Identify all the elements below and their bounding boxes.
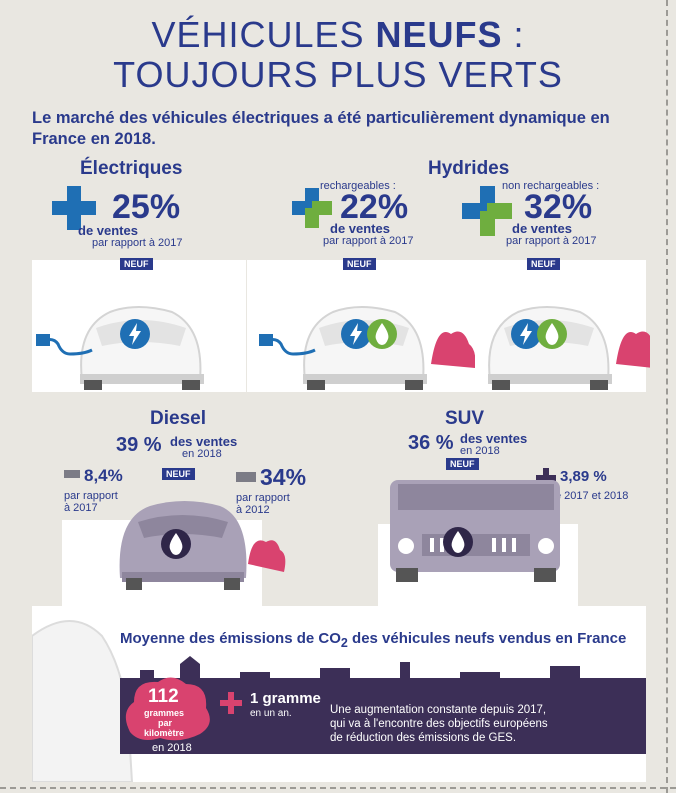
- electric-value: 25%: [112, 188, 181, 226]
- hybrid-nonrechargeable-note: par rapport à 2017: [506, 235, 597, 247]
- suv-share: 36 %: [408, 432, 454, 454]
- electric-note: par rapport à 2017: [92, 237, 183, 249]
- emissions-value: 112: [148, 686, 179, 707]
- hybrid-rechargeable-note: par rapport à 2017: [323, 235, 414, 247]
- title-part: VÉHICULES: [151, 14, 376, 55]
- page-title-line2: TOUJOURS PLUS VERTS: [113, 54, 563, 95]
- emissions-increase: 1 gramme: [250, 690, 321, 707]
- lightning-icon: [511, 319, 541, 349]
- hybrid-rechargeable-label: rechargeables :: [320, 180, 396, 192]
- diesel-left-note1: par rapport: [64, 490, 118, 502]
- hybrid-rechargeable-sub: de ventes: [330, 221, 390, 236]
- new-tag: NEUF: [120, 258, 153, 270]
- plus-icon: [52, 186, 96, 230]
- diesel-share-label: des ventes: [170, 434, 238, 449]
- emissions-title-part: Moyenne des émissions de CO: [120, 630, 341, 647]
- emissions-unit2: par: [158, 718, 173, 728]
- page-title-line1: VÉHICULES NEUFS :: [0, 14, 676, 56]
- page-border-bottom: [0, 787, 676, 789]
- plus-icon-bicolor: [462, 186, 512, 236]
- electric-sub: de ventes: [78, 223, 138, 238]
- emission-cloud-icon: [125, 677, 210, 741]
- minus-icon: [64, 470, 80, 478]
- diesel-left-note2: à 2017: [64, 502, 98, 514]
- title-bold: NEUFS: [375, 14, 503, 55]
- lightning-icon: [120, 319, 150, 349]
- fuel-drop-icon: [367, 319, 397, 349]
- hybrid-nonrechargeable-sub: de ventes: [512, 221, 572, 236]
- diesel-left-value: 8,4%: [84, 466, 123, 485]
- emissions-title: Moyenne des émissions de CO2 des véhicul…: [120, 630, 626, 650]
- plus-icon: [536, 468, 556, 488]
- fuel-drop-icon: [161, 529, 191, 559]
- emissions-year: en 2018: [152, 742, 192, 754]
- title-colon: :: [502, 14, 525, 55]
- electric-header: Électriques: [80, 158, 183, 179]
- hybrid-rechargeable-value: 22%: [340, 188, 409, 226]
- minus-icon: [236, 472, 256, 482]
- plus-icon: [220, 692, 242, 714]
- diesel-share-year: en 2018: [182, 448, 222, 460]
- hybrid-nonrechargeable-value: 32%: [524, 188, 593, 226]
- lightning-icon: [341, 319, 371, 349]
- new-tag: NEUF: [446, 458, 479, 470]
- emissions-text-line2: qui va à l'encontre des objectifs europé…: [330, 718, 548, 730]
- hybrid-header: Hydrides: [428, 158, 510, 179]
- emissions-title-part: des véhicules neufs vendus en France: [347, 630, 627, 647]
- fuel-drop-icon: [443, 527, 473, 557]
- emissions-unit3: kilomètre: [144, 728, 185, 738]
- emissions-unit1: grammes: [144, 708, 185, 718]
- hybrid-nonrechargeable-label: non rechargeables :: [502, 180, 600, 192]
- suv-share-year: en 2018: [460, 445, 500, 457]
- emissions-text-line1: Une augmentation constante depuis 2017,: [330, 704, 547, 716]
- suv-car-illustration: [390, 480, 560, 582]
- emissions-title-sub: 2: [340, 636, 348, 650]
- new-tag: NEUF: [343, 258, 376, 270]
- suv-share-label: des ventes: [460, 431, 528, 446]
- fuel-drop-icon: [537, 319, 567, 349]
- page-border-right: [666, 0, 668, 793]
- diesel-right-value: 34%: [260, 464, 307, 490]
- diesel-header: Diesel: [150, 408, 206, 429]
- diesel-car-illustration: [119, 501, 286, 590]
- diesel-share: 39 %: [116, 434, 162, 456]
- suv-header: SUV: [445, 408, 485, 429]
- plus-icon-bicolor: [292, 188, 332, 228]
- new-tag: NEUF: [162, 468, 195, 480]
- suv-change: 3,89 %: [560, 468, 607, 485]
- new-tag: NEUF: [527, 258, 560, 270]
- intro-text: Le marché des véhicules électriques a ét…: [32, 109, 610, 148]
- emissions-text-line3: de réduction des émissions de GES.: [330, 732, 517, 744]
- diesel-right-note2: à 2012: [236, 504, 270, 516]
- emissions-increase-note: en un an.: [250, 708, 292, 719]
- diesel-right-note1: par rapport: [236, 492, 290, 504]
